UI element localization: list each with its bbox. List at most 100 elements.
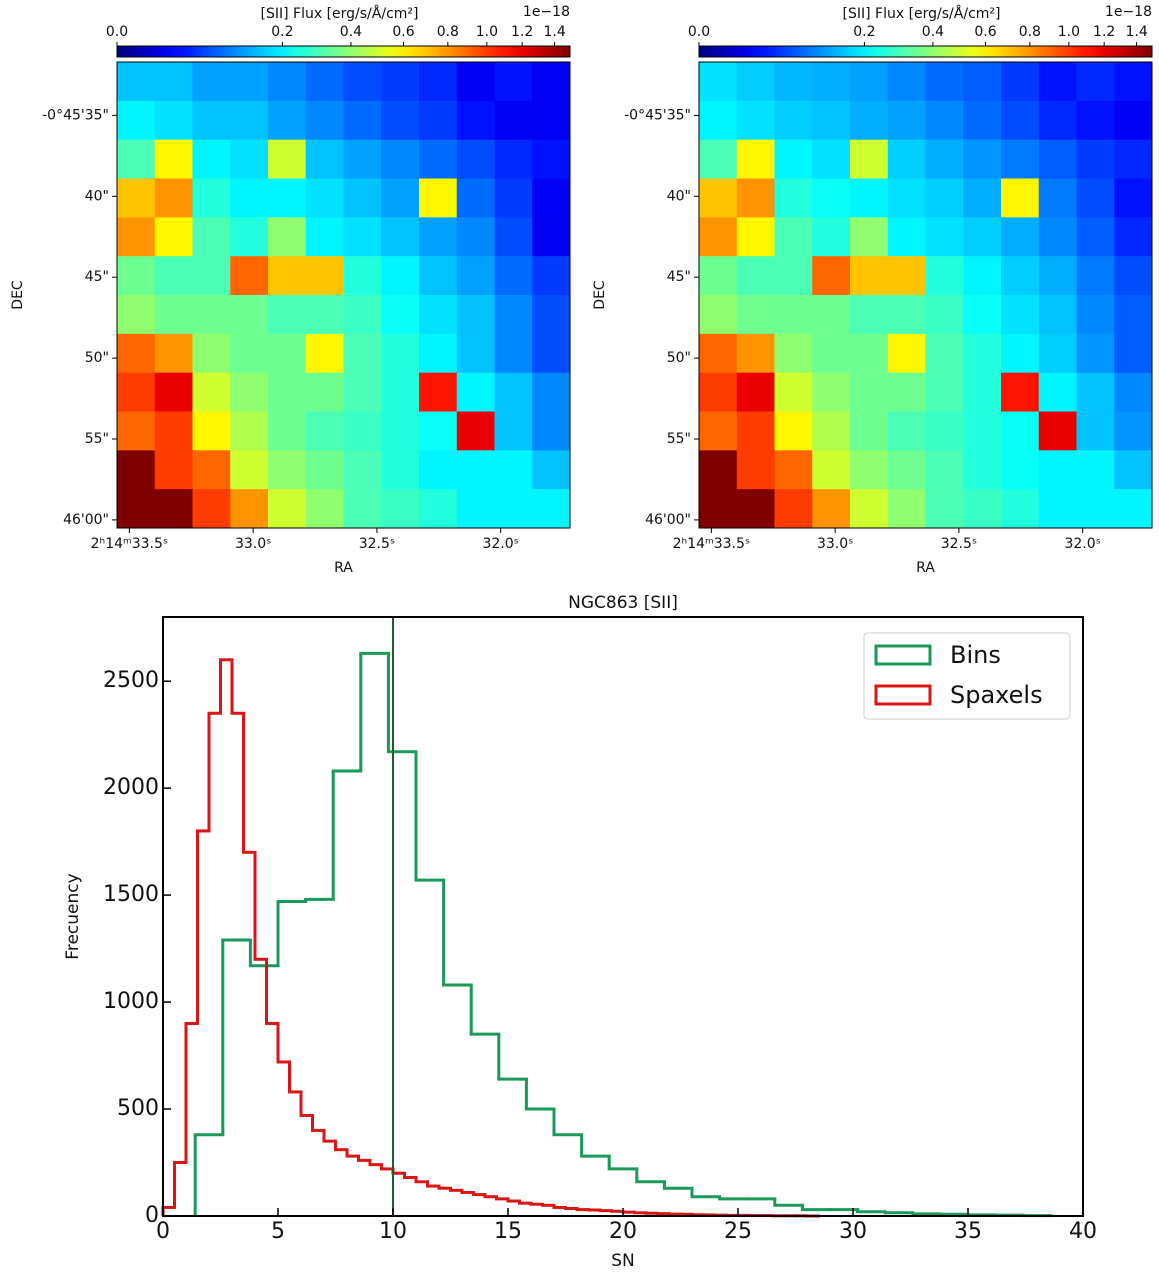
heatmap-cell [117, 217, 156, 257]
y-tick-label: 1500 [103, 882, 159, 907]
heatmap-cell [305, 333, 344, 374]
heatmap-cell [699, 100, 738, 141]
heatmap-cell [456, 217, 495, 257]
heatmap-cell [494, 372, 533, 412]
heatmap-cell [812, 139, 851, 179]
heatmap-cell [117, 100, 156, 141]
colorbar-tick-label: 0.2 [853, 24, 875, 40]
heatmap-cell [1038, 295, 1077, 335]
heatmap-cell [268, 450, 307, 490]
y-tick-label: -0°45'35" [624, 107, 691, 123]
heatmap-cell [1038, 100, 1077, 141]
heatmap-cell [699, 295, 738, 335]
heatmap-cell [1001, 450, 1040, 490]
heatmap-cell [812, 450, 851, 490]
heatmap-cell [343, 62, 382, 102]
heatmap-cell [850, 489, 889, 529]
colorbar-tick-label: 1.4 [1126, 24, 1148, 40]
heatmap-cell [381, 100, 420, 141]
heatmap-cell [192, 178, 231, 218]
heatmap-cell [736, 450, 775, 490]
heatmap-cell [305, 372, 344, 412]
heatmap-cell [419, 178, 458, 218]
heatmap-cell [925, 411, 964, 451]
heatmap-cell [1114, 62, 1153, 102]
heatmap-cell [268, 333, 307, 374]
heatmap-cell [117, 256, 156, 296]
heatmap-cell [343, 450, 382, 490]
heatmap-cell [117, 450, 156, 490]
heatmap-cell [305, 256, 344, 296]
heatmap-cell [494, 217, 533, 257]
heatmap-cell [343, 411, 382, 451]
heatmap-cell [117, 62, 156, 102]
heatmap-cell [1001, 256, 1040, 296]
heatmap-cell [192, 489, 231, 529]
heatmap-cell [774, 295, 813, 335]
heatmap-cell [925, 489, 964, 529]
heatmap-cell [1001, 100, 1040, 141]
heatmap-cell [268, 62, 307, 102]
y-tick-label: 45" [85, 269, 109, 285]
heatmap-cell [699, 217, 738, 257]
heatmap-cell [1038, 62, 1077, 102]
heatmap-cell [699, 450, 738, 490]
heatmap-cell [1076, 411, 1115, 451]
heatmap-cell [381, 178, 420, 218]
heatmap-cell [456, 256, 495, 296]
heatmap-cell [117, 489, 156, 529]
heatmap-cell [850, 217, 889, 257]
colorbar-tick-label: 0.8 [437, 24, 459, 40]
heatmap-cell [850, 256, 889, 296]
heatmap-cell [925, 256, 964, 296]
heatmap-cell [117, 333, 156, 374]
heatmap-cell [699, 256, 738, 296]
heatmap-cell [343, 178, 382, 218]
heatmap-cell [154, 411, 193, 451]
heatmap-cell [154, 100, 193, 141]
chart-title: NGC863 [SII] [568, 593, 678, 613]
x-tick-label: 33.0ˢ [817, 536, 853, 552]
heatmap-cell [963, 256, 1002, 296]
heatmap-cell [192, 295, 231, 335]
heatmap-cell [963, 178, 1002, 218]
y-tick-label: 50" [667, 350, 691, 366]
heatmap-cell [305, 217, 344, 257]
x-tick-label: 25 [724, 1219, 752, 1244]
heatmap-cell [419, 62, 458, 102]
heatmap-cell [494, 489, 533, 529]
heatmap-cell [494, 178, 533, 218]
heatmap-cell [268, 372, 307, 412]
heatmap-cell [887, 139, 926, 179]
heatmap-cell [963, 217, 1002, 257]
heatmap-cell [532, 372, 571, 412]
heatmap-cell [774, 489, 813, 529]
heatmap-cell [850, 178, 889, 218]
heatmap-cell [1001, 139, 1040, 179]
heatmap-cell [812, 333, 851, 374]
heatmap-cell [812, 411, 851, 451]
heatmap-cell [774, 178, 813, 218]
heatmap-cell [305, 450, 344, 490]
heatmap-cell [1076, 256, 1115, 296]
heatmap-cell [699, 333, 738, 374]
heatmap-cell [774, 100, 813, 141]
heatmap-cell [1114, 100, 1153, 141]
heatmap-cell [736, 256, 775, 296]
heatmap-cell [925, 62, 964, 102]
colorbar-label: [SII] Flux [erg/s/Å/cm²] [261, 5, 419, 22]
heatmap-cell [1114, 372, 1153, 412]
heatmap-cell [1114, 256, 1153, 296]
heatmap-cell [887, 411, 926, 451]
heatmap-cell [192, 411, 231, 451]
colorbar [116, 45, 571, 58]
x-tick-label: 5 [271, 1219, 285, 1244]
heatmap-cell [925, 372, 964, 412]
heatmap-cell [887, 450, 926, 490]
heatmap-cell [381, 333, 420, 374]
legend-box [863, 632, 1071, 720]
heatmap-cell [699, 62, 738, 102]
x-tick-label: 20 [609, 1219, 637, 1244]
heatmap-cell [456, 295, 495, 335]
heatmap-cell [532, 217, 571, 257]
